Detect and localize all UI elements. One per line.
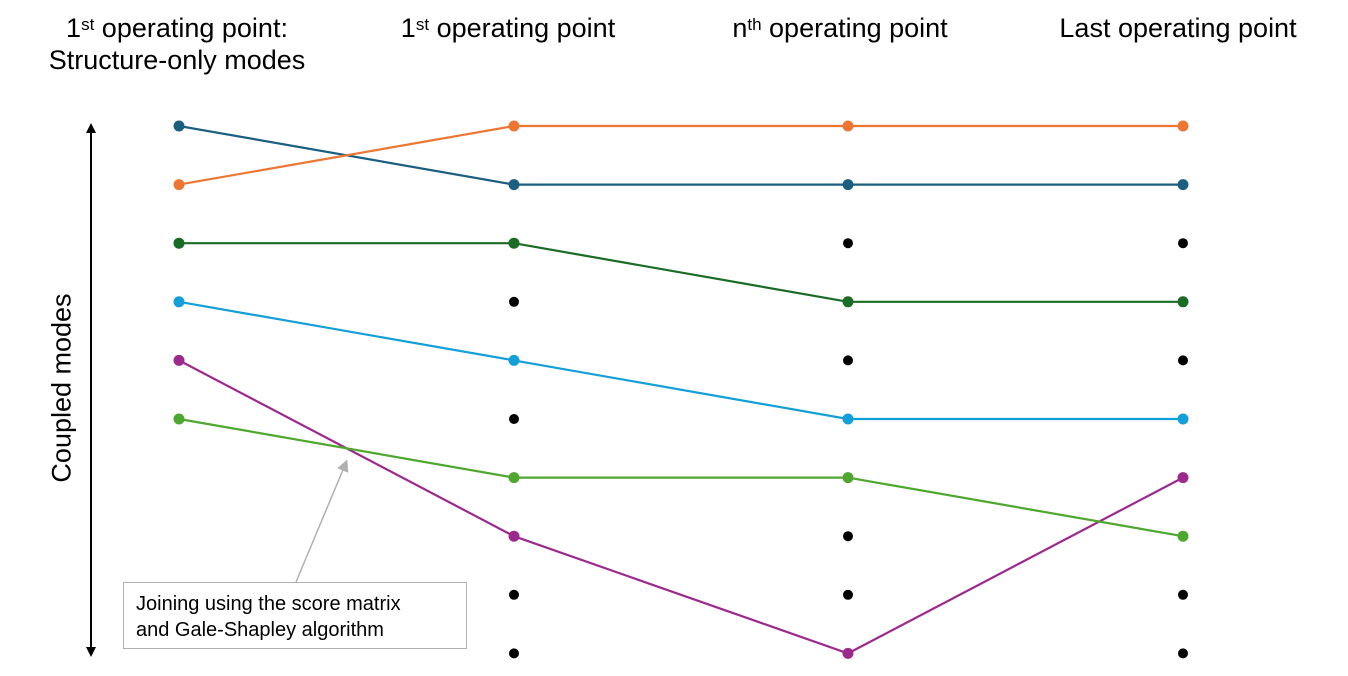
column-header-4: Last operating point [1059,12,1296,44]
mode-point [842,413,854,425]
unmatched-mode-point [843,238,853,249]
mode-point [842,472,854,484]
mode-point [842,647,854,659]
unmatched-mode-point [509,414,519,424]
mode-point [1177,530,1189,542]
header-text: operating point [429,13,616,43]
header-line2: Structure-only modes [48,45,306,75]
header-sup: st [415,15,430,34]
mode-point [173,354,185,366]
mode-point [1177,179,1189,191]
mode-track-line [178,124,1183,186]
unmatched-mode-point [843,531,853,542]
header-sup: st [81,15,95,34]
column-header-2: 1st operating point [401,12,615,44]
annotation-box: Joining using the score matrix and Gale-… [123,582,467,649]
unmatched-mode-point [843,355,853,366]
mode-point [508,120,520,132]
mode-point [508,237,520,249]
header-text: 1 [400,13,416,43]
mode-point [508,179,520,191]
mode-point [842,179,854,191]
annotation-line: and Gale-Shapley algorithm [136,619,384,641]
mode-track-line [179,242,1183,303]
header-text: n [732,13,748,43]
unmatched-mode-point [1178,648,1188,659]
mode-point [1177,472,1189,484]
mode-track-line [178,417,1184,538]
unmatched-mode-point [1178,355,1188,366]
unmatched-mode-point [1178,238,1188,249]
unmatched-mode-point [509,296,519,307]
mode-point [173,237,185,249]
mode-point [173,179,185,191]
unmatched-mode-point [509,589,519,600]
header-text: operating point [761,13,948,43]
mode-point [173,296,185,308]
header-text: operating point: [94,13,288,43]
mode-point [508,472,520,484]
unmatched-mode-point [509,648,519,659]
mode-point [842,120,854,132]
header-text: 1 [66,13,82,43]
mode-point [508,530,520,542]
unmatched-mode-point [843,589,853,600]
mode-track-line [178,124,1183,186]
mode-point [1177,120,1189,132]
mode-track-line [178,300,1183,421]
annotation-arrow [295,459,349,583]
header-text: Last operating point [1059,13,1297,43]
mode-point [1177,296,1189,308]
header-sup: th [747,15,762,34]
mode-point [508,354,520,366]
column-header-1: 1st operating point: Structure-only mode… [49,12,306,76]
mode-point [842,296,854,308]
unmatched-mode-point [1178,589,1188,600]
mode-point [173,120,185,132]
mode-point [1177,413,1189,425]
column-header-3: nth operating point [732,12,947,44]
mode-point [173,413,185,425]
annotation-line: Joining using the score matrix [136,593,401,615]
